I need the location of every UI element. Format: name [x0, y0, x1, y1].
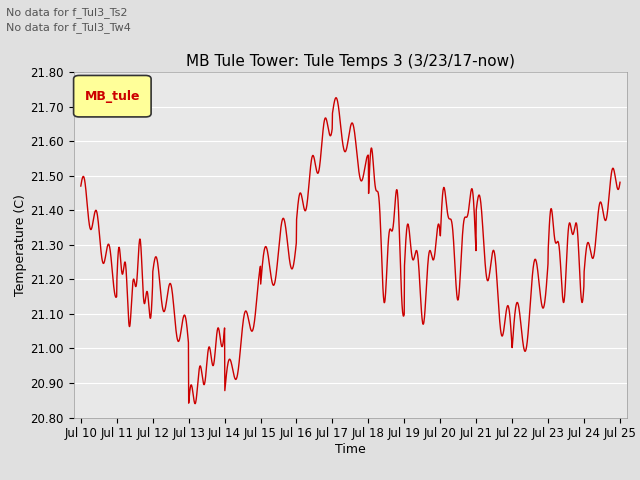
Text: No data for f_Tul3_Ts2: No data for f_Tul3_Ts2 [6, 7, 128, 18]
Text: MB_tule: MB_tule [84, 90, 140, 103]
FancyBboxPatch shape [74, 75, 151, 117]
Text: No data for f_Tul3_Tw4: No data for f_Tul3_Tw4 [6, 22, 131, 33]
Y-axis label: Temperature (C): Temperature (C) [15, 194, 28, 296]
Title: MB Tule Tower: Tule Temps 3 (3/23/17-now): MB Tule Tower: Tule Temps 3 (3/23/17-now… [186, 54, 515, 70]
X-axis label: Time: Time [335, 443, 366, 456]
